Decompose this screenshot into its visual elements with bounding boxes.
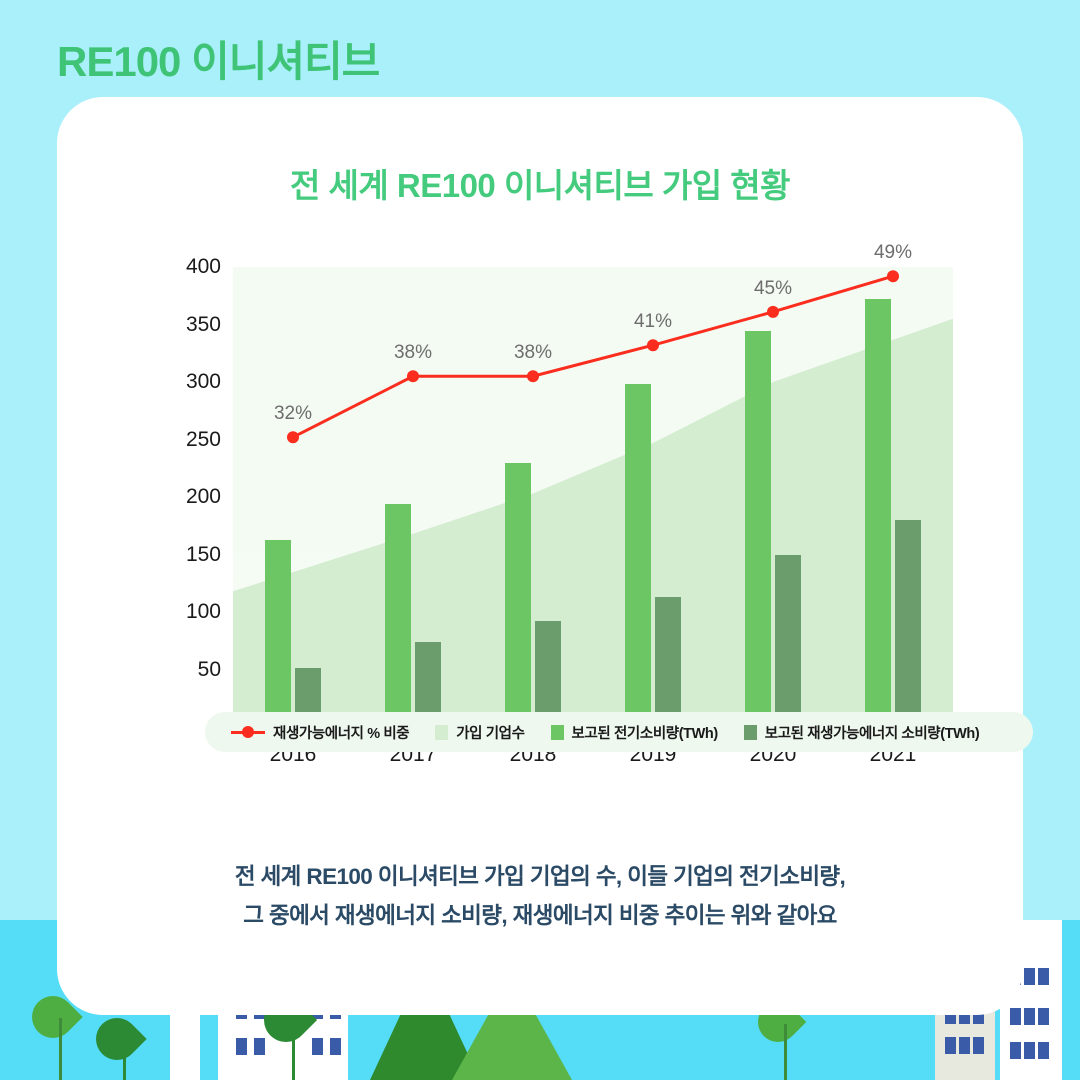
bar-electricity-2018 [505, 462, 531, 727]
bar-electricity-2020 [745, 331, 771, 727]
line-marker [527, 370, 539, 383]
legend-item-0: 재생가능에너지 % 비중 [231, 722, 410, 743]
data-label-percent: 49% [873, 242, 913, 264]
bar-electricity-2021 [865, 299, 891, 727]
legend-item-3: 보고된 재생가능에너지 소비량(TWh) [743, 722, 980, 743]
page-title: RE100 이니셔티브 [57, 38, 380, 85]
bar-electricity-2016 [265, 539, 291, 727]
content-card: 전 세계 RE100 이니셔티브 가입 현황 05010015020025030… [57, 97, 1033, 1015]
legend-label: 보고된 재생가능에너지 소비량(TWh) [764, 725, 980, 742]
data-label-percent: 45% [753, 277, 793, 299]
bar-renewable-2020 [775, 554, 801, 727]
legend-label: 보고된 전기소비량(TWh) [571, 725, 719, 742]
line-marker [407, 370, 419, 383]
legend-line-marker-icon [231, 726, 265, 738]
plot-inner: 0501001502002503003504002016201720182019… [186, 242, 953, 766]
caption: 전 세계 RE100 이니셔티브 가입 기업의 수, 이들 기업의 전기소비량,… [57, 857, 1023, 936]
legend-swatch-icon [435, 724, 449, 740]
legend-swatch-icon [550, 724, 564, 740]
bar-renewable-2021 [895, 520, 921, 727]
plot-region: 0501001502002503003504002016201720182019… [186, 242, 953, 766]
legend-label: 재생가능에너지 % 비중 [273, 725, 410, 742]
legend-item-2: 보고된 전기소비량(TWh) [550, 722, 719, 743]
caption-line-2: 그 중에서 재생에너지 소비량, 재생에너지 비중 추이는 위와 같아요 [243, 903, 837, 929]
bar-electricity-2019 [625, 384, 651, 727]
y-axis-tick: 350 [185, 312, 221, 336]
y-axis-tick: 50 [197, 657, 221, 681]
data-label-percent: 38% [393, 342, 433, 364]
line-marker [887, 270, 899, 283]
y-axis-tick: 400 [185, 255, 221, 278]
bar-renewable-2019 [655, 597, 681, 727]
line-series-renewable-share [287, 270, 899, 444]
area-series-members [233, 318, 953, 727]
line-marker [767, 305, 779, 318]
line-marker [647, 339, 659, 352]
line-marker [287, 431, 299, 444]
legend-swatch-icon [743, 724, 757, 740]
data-label-percent: 32% [273, 403, 313, 425]
bar-renewable-2018 [535, 621, 561, 727]
chart-area: 0501001502002503003504002016201720182019… [57, 242, 1023, 887]
data-label-percent: 38% [513, 342, 553, 364]
legend-item-1: 가입 기업수 [435, 722, 525, 743]
y-axis-tick: 150 [185, 542, 221, 566]
caption-line-1: 전 세계 RE100 이니셔티브 가입 기업의 수, 이들 기업의 전기소비량, [234, 864, 846, 889]
y-axis-tick: 250 [185, 427, 221, 451]
y-axis-tick: 300 [185, 370, 221, 393]
legend-label: 가입 기업수 [456, 725, 525, 742]
chart-legend: 재생가능에너지 % 비중 가입 기업수 보고된 전기소비량(TWh) 보고된 재생가능… [205, 712, 1033, 752]
chart-title: 전 세계 RE100 이니셔티브 가입 현황 [289, 167, 791, 204]
data-label-percent: 41% [633, 311, 673, 333]
bar-electricity-2017 [385, 503, 411, 727]
y-axis-tick: 200 [185, 485, 221, 508]
y-axis-tick: 100 [185, 600, 221, 623]
